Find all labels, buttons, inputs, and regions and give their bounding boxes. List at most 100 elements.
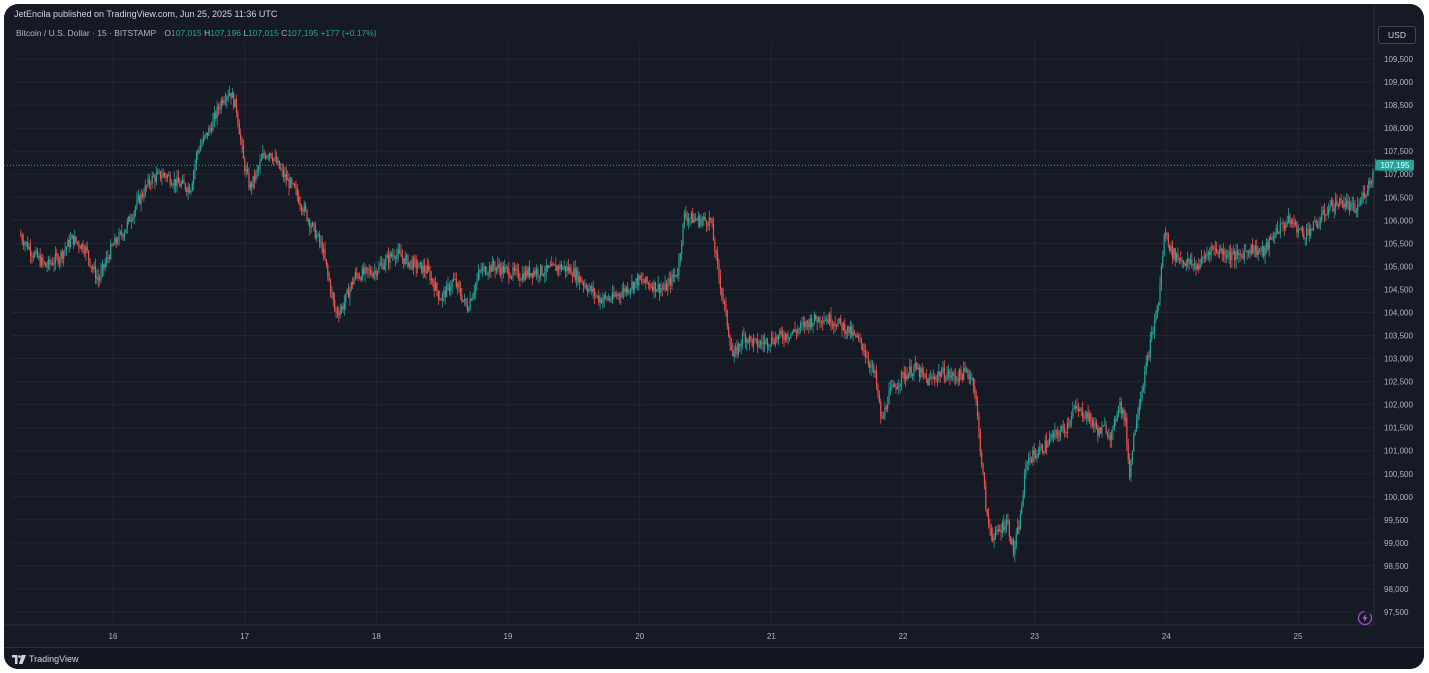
candle-body (320, 241, 322, 243)
candle (1361, 191, 1363, 206)
candle (1001, 519, 1004, 538)
candle (226, 94, 228, 109)
candle (934, 373, 936, 387)
candle-body (447, 284, 449, 286)
candle (1180, 251, 1182, 264)
candle-body (1200, 257, 1203, 264)
candle-body (211, 128, 213, 131)
candle (917, 363, 919, 370)
candle (288, 173, 290, 196)
candle (1140, 391, 1142, 410)
candle-body (387, 255, 390, 264)
candle (928, 373, 930, 387)
candle-body (1213, 246, 1215, 250)
candle (712, 216, 715, 241)
candle-body (193, 172, 195, 184)
candle (1105, 420, 1107, 435)
candle-body (1301, 227, 1304, 234)
time-axis[interactable]: 16 17 18 19 20 21 22 23 24 25 (109, 632, 1303, 641)
candle-body (1123, 409, 1125, 421)
candle (126, 217, 128, 234)
candle (846, 325, 849, 339)
candle (354, 268, 356, 281)
price-chart[interactable]: 97,50098,00098,50099,00099,500100,000100… (4, 4, 1424, 669)
candle (911, 372, 914, 381)
candle-body (934, 376, 936, 379)
candle-body (1205, 254, 1207, 258)
candle-body (125, 229, 127, 233)
candle (372, 271, 374, 280)
candle (754, 337, 756, 343)
candle-body (516, 269, 518, 270)
candle (1068, 416, 1070, 429)
lightning-icon[interactable] (1357, 610, 1373, 626)
candle (462, 299, 464, 303)
candle-body (390, 253, 392, 257)
candle (584, 279, 586, 289)
brand-name: TradingView (29, 654, 79, 664)
candle (1279, 217, 1281, 239)
candle (168, 171, 170, 177)
candle (273, 157, 275, 166)
candle (625, 285, 627, 297)
candle-body (509, 277, 511, 279)
candle-body (314, 224, 316, 239)
candle (498, 258, 500, 276)
candle (585, 282, 587, 291)
candle-body (647, 282, 650, 284)
candle-body (589, 286, 592, 289)
candle-body (1040, 445, 1042, 449)
candle-body (296, 188, 298, 196)
candle (376, 270, 379, 280)
candle-body (483, 266, 485, 268)
candle (743, 327, 745, 335)
candle-body (602, 299, 604, 303)
candle (739, 343, 741, 352)
candle (260, 153, 262, 162)
candle-body (1332, 200, 1334, 212)
candle (1123, 407, 1125, 427)
candle-body (249, 183, 251, 189)
candle (728, 323, 730, 338)
tradingview-brand[interactable]: TradingView (12, 654, 79, 664)
candle-body (1160, 266, 1162, 285)
time-tick-label: 24 (1162, 632, 1171, 641)
candle-body (877, 385, 879, 394)
candle (1133, 432, 1135, 452)
candle (493, 258, 495, 272)
candle-body (202, 137, 204, 143)
candle (1326, 206, 1328, 216)
candle (381, 256, 383, 270)
candle-body (541, 265, 543, 275)
candle-body (1300, 227, 1302, 229)
candle (555, 257, 557, 271)
candle-body (717, 253, 719, 264)
candle (158, 168, 160, 175)
candle (443, 285, 445, 303)
candle (566, 261, 568, 278)
candle-body (224, 100, 227, 102)
price-axis[interactable]: 97,50098,00098,50099,00099,500100,000100… (1384, 55, 1413, 617)
candle (151, 171, 153, 189)
candle (347, 283, 350, 299)
candle (732, 342, 734, 357)
candle (1270, 234, 1272, 240)
candle (812, 323, 814, 334)
candle (418, 262, 420, 268)
candle (267, 153, 269, 161)
candle (965, 366, 968, 374)
candle (816, 315, 818, 331)
symbol-name[interactable]: Bitcoin / U.S. Dollar · 15 · BITSTAMP (16, 28, 156, 38)
candle-body (700, 220, 702, 226)
candle (646, 275, 648, 285)
candle-body (1163, 235, 1165, 257)
candle (173, 171, 175, 193)
candle-body (405, 255, 408, 257)
currency-button[interactable]: USD (1378, 26, 1416, 44)
candle-body (1044, 440, 1046, 453)
candle-body (1062, 426, 1064, 429)
candle-body (1236, 251, 1239, 255)
candle (618, 292, 621, 304)
candle (976, 396, 979, 420)
candle-body (78, 242, 80, 247)
